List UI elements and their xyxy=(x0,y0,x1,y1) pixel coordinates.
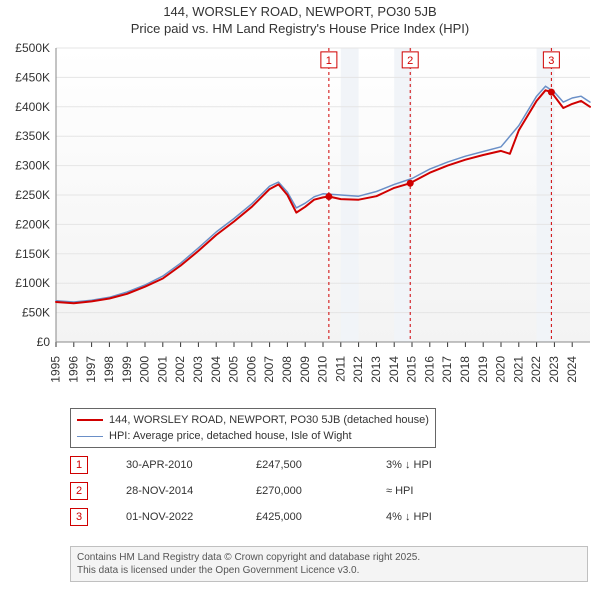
svg-text:£350K: £350K xyxy=(15,129,50,143)
svg-text:2015: 2015 xyxy=(405,356,419,383)
svg-text:2020: 2020 xyxy=(494,356,508,383)
svg-text:£250K: £250K xyxy=(15,188,50,202)
svg-text:2014: 2014 xyxy=(387,356,401,383)
legend-label: 144, WORSLEY ROAD, NEWPORT, PO30 5JB (de… xyxy=(109,414,429,426)
svg-text:£500K: £500K xyxy=(15,42,50,55)
svg-text:2013: 2013 xyxy=(369,356,383,383)
svg-text:2007: 2007 xyxy=(262,356,276,383)
svg-text:2017: 2017 xyxy=(440,356,454,383)
svg-text:1998: 1998 xyxy=(102,356,116,383)
svg-text:£0: £0 xyxy=(37,335,51,349)
svg-text:£300K: £300K xyxy=(15,159,50,173)
event-row: 2 28-NOV-2014£270,000≈ HPI xyxy=(70,478,486,504)
page-subtitle: Price paid vs. HM Land Registry's House … xyxy=(0,21,600,36)
event-relation: 3% ↓ HPI xyxy=(386,459,486,471)
footer-attribution: Contains HM Land Registry data © Crown c… xyxy=(70,546,588,582)
svg-text:1997: 1997 xyxy=(84,356,98,383)
svg-text:2005: 2005 xyxy=(227,356,241,383)
legend-item: 144, WORSLEY ROAD, NEWPORT, PO30 5JB (de… xyxy=(77,412,429,428)
svg-text:2003: 2003 xyxy=(191,356,205,383)
event-price: £425,000 xyxy=(256,511,386,523)
svg-text:3: 3 xyxy=(548,55,554,67)
svg-text:£200K: £200K xyxy=(15,217,50,231)
footer-line1: Contains HM Land Registry data © Crown c… xyxy=(77,551,581,564)
svg-text:2018: 2018 xyxy=(458,356,472,383)
event-date: 30-APR-2010 xyxy=(126,459,256,471)
svg-text:£150K: £150K xyxy=(15,247,50,261)
svg-text:2021: 2021 xyxy=(511,356,525,383)
svg-text:2016: 2016 xyxy=(422,356,436,383)
svg-text:2001: 2001 xyxy=(155,356,169,383)
event-price: £270,000 xyxy=(256,485,386,497)
svg-text:£400K: £400K xyxy=(15,100,50,114)
event-date: 28-NOV-2014 xyxy=(126,485,256,497)
legend-swatch xyxy=(77,419,103,421)
legend: 144, WORSLEY ROAD, NEWPORT, PO30 5JB (de… xyxy=(70,408,436,448)
event-date: 01-NOV-2022 xyxy=(126,511,256,523)
event-marker: 3 xyxy=(70,508,88,526)
price-chart: £0 £50K £100K £150K £200K £250K £300K £350K £400… xyxy=(0,42,600,402)
svg-text:£100K: £100K xyxy=(15,276,50,290)
svg-text:2010: 2010 xyxy=(316,356,330,383)
legend-label: HPI: Average price, detached house, Isle… xyxy=(109,430,352,442)
event-row: 3 01-NOV-2022£425,0004% ↓ HPI xyxy=(70,504,486,530)
event-row: 1 30-APR-2010£247,5003% ↓ HPI xyxy=(70,452,486,478)
svg-text:1: 1 xyxy=(326,55,332,67)
event-price: £247,500 xyxy=(256,459,386,471)
event-relation: 4% ↓ HPI xyxy=(386,511,486,523)
svg-text:2012: 2012 xyxy=(351,356,365,383)
svg-text:2008: 2008 xyxy=(280,356,294,383)
svg-text:2022: 2022 xyxy=(529,356,543,383)
svg-text:1995: 1995 xyxy=(49,356,63,383)
svg-text:2006: 2006 xyxy=(244,356,258,383)
svg-text:1999: 1999 xyxy=(120,356,134,383)
svg-text:2019: 2019 xyxy=(476,356,490,383)
events-table: 1 30-APR-2010£247,5003% ↓ HPI 2 28-NOV-2014… xyxy=(70,452,486,530)
footer-line2: This data is licensed under the Open Gov… xyxy=(77,564,581,577)
svg-text:2023: 2023 xyxy=(547,356,561,383)
event-marker: 2 xyxy=(70,482,88,500)
svg-text:2: 2 xyxy=(407,55,413,67)
event-marker: 1 xyxy=(70,456,88,474)
svg-text:1996: 1996 xyxy=(66,356,80,383)
svg-text:2009: 2009 xyxy=(298,356,312,383)
svg-text:2004: 2004 xyxy=(209,356,223,383)
event-relation: ≈ HPI xyxy=(386,485,486,497)
svg-text:£450K: £450K xyxy=(15,70,50,84)
svg-text:2000: 2000 xyxy=(138,356,152,383)
svg-text:2024: 2024 xyxy=(565,356,579,383)
svg-text:2002: 2002 xyxy=(173,356,187,383)
svg-text:£50K: £50K xyxy=(22,306,50,320)
legend-item: HPI: Average price, detached house, Isle… xyxy=(77,428,429,444)
svg-text:2011: 2011 xyxy=(333,356,347,382)
legend-swatch xyxy=(77,436,103,437)
page-title: 144, WORSLEY ROAD, NEWPORT, PO30 5JB xyxy=(0,4,600,19)
